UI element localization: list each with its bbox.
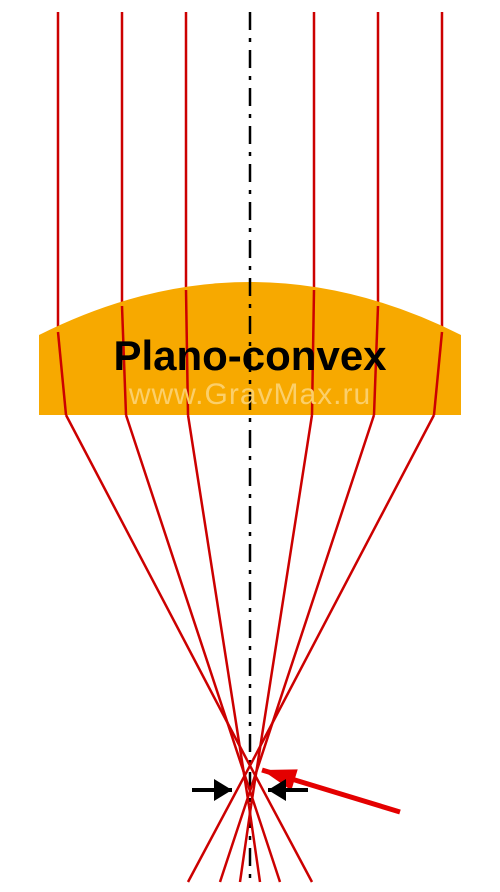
lens-type-label: Plano-convex [113,332,387,379]
lens-diagram: Plano-convex www.GravMax.ru [0,0,500,892]
labels: Plano-convex www.GravMax.ru [113,332,387,411]
focus-indicator-arrows [192,769,400,812]
watermark-text: www.GravMax.ru [128,378,371,411]
